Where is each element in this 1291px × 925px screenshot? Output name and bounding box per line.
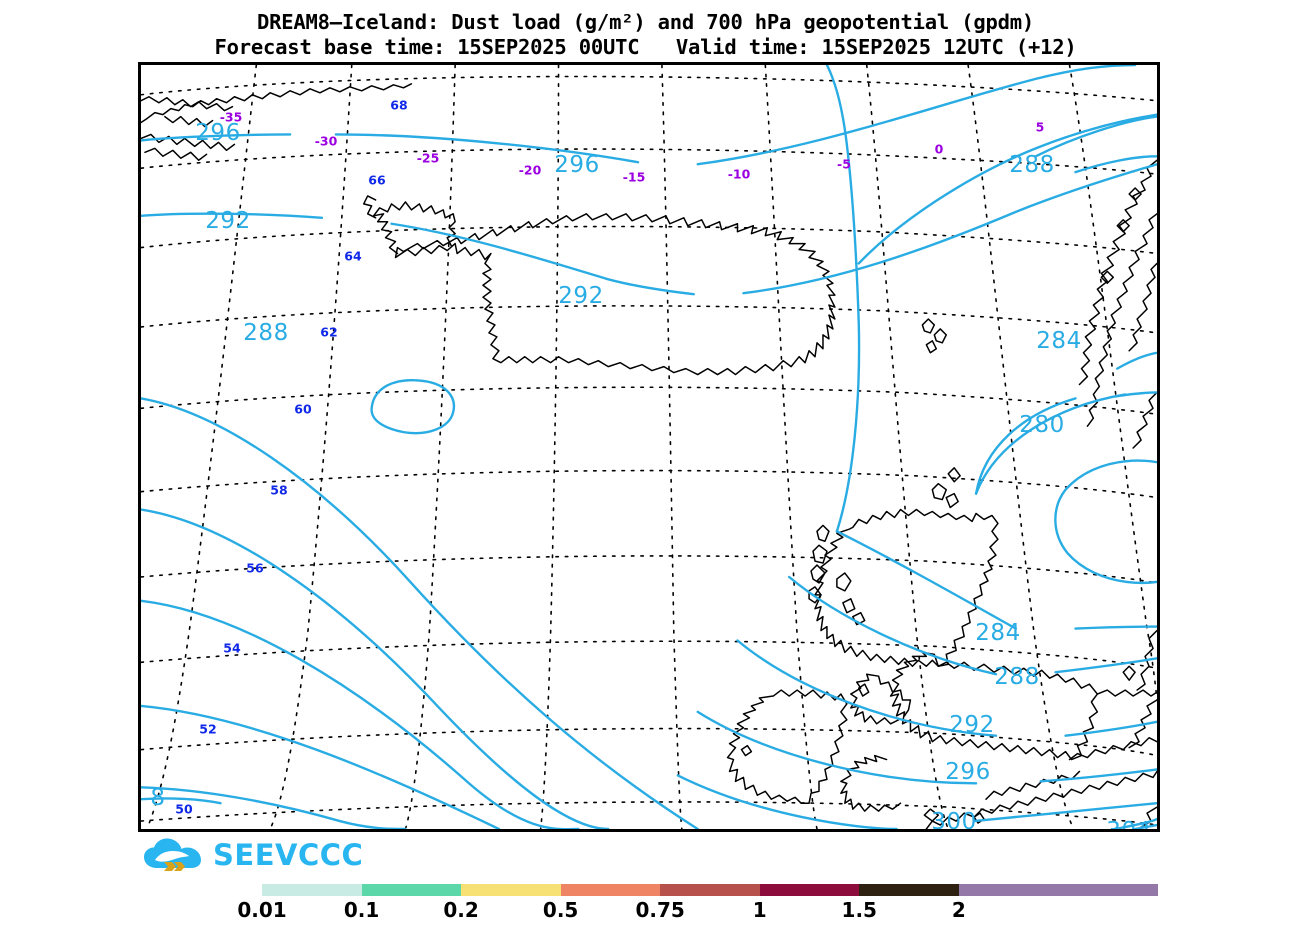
colorbar-tick: 0.5 bbox=[542, 898, 579, 922]
graticule-layer bbox=[141, 65, 1157, 829]
colorbar-tick: 0.01 bbox=[237, 898, 287, 922]
contour-layer bbox=[141, 65, 1157, 829]
colorbar-segment bbox=[859, 884, 959, 896]
colorbar-tick-labels: 0.01 0.1 0.2 0.5 0.75 1 1.5 2 bbox=[237, 896, 1158, 922]
colorbar-segment bbox=[262, 884, 362, 896]
chart-title-block: DREAM8—Iceland: Dust load (g/m²) and 700… bbox=[0, 10, 1291, 60]
coastline-layer bbox=[141, 83, 1157, 829]
logo-wordmark: SEEVCCC bbox=[213, 837, 364, 872]
colorbar-segment bbox=[958, 884, 1059, 896]
colorbar-strip bbox=[262, 884, 1159, 896]
colorbar-segment bbox=[1058, 884, 1159, 896]
colorbar-segment bbox=[461, 884, 561, 896]
seevccc-logo[interactable]: SEEVCCC bbox=[143, 836, 363, 874]
cloud-arrow-logo-icon bbox=[144, 838, 201, 871]
colorbar-segment bbox=[660, 884, 760, 896]
title-line-2: Forecast base time: 15SEP2025 00UTC Vali… bbox=[214, 35, 1077, 59]
colorbar-tick: 0.75 bbox=[635, 898, 685, 922]
colorbar-tick: 2 bbox=[951, 898, 966, 922]
colorbar-segment bbox=[361, 884, 462, 896]
map-panel[interactable]: 296 292 296 292 288 288 284 280 284 288 … bbox=[138, 62, 1160, 832]
map-canvas bbox=[141, 65, 1157, 829]
colorbar-segment bbox=[560, 884, 661, 896]
colorbar-tick: 1.5 bbox=[841, 898, 877, 922]
title-line-1: DREAM8—Iceland: Dust load (g/m²) and 700… bbox=[256, 10, 1035, 34]
colorbar-tick: 0.2 bbox=[443, 898, 479, 922]
colorbar-tick: 1 bbox=[752, 898, 767, 922]
colorbar-tick: 0.1 bbox=[343, 898, 380, 922]
colorbar-segment bbox=[759, 884, 860, 896]
dust-load-colorbar: 0.01 0.1 0.2 0.5 0.75 1 1.5 2 bbox=[237, 884, 1159, 924]
